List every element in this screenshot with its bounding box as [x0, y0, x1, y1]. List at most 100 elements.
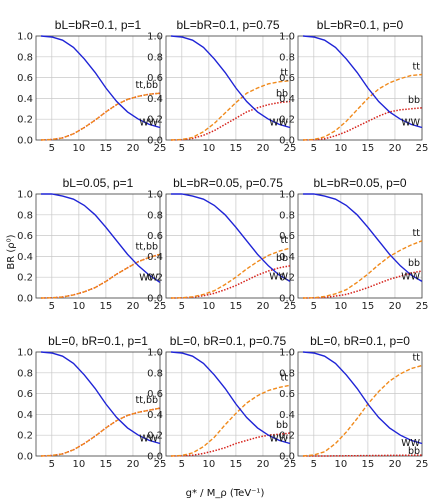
x-tick-label: 25	[154, 143, 167, 154]
panel-title: bL=bR=0.1, p=0	[317, 18, 404, 32]
series-line-bb	[170, 432, 291, 457]
x-tick-label: 20	[389, 301, 402, 312]
series-label-tt: tt	[281, 372, 289, 383]
y-tick-label: 0.4	[279, 252, 295, 263]
plot-frame	[35, 35, 161, 141]
series-label-WW: WW	[139, 434, 158, 445]
x-tick-label: 5	[49, 301, 55, 312]
panel-title: bL=bR=0.1, p=1	[55, 18, 142, 32]
panel-title: bL=bR=0.05, p=0	[313, 176, 406, 190]
series-line-tt	[170, 80, 291, 141]
series-label-WW: WW	[269, 434, 288, 445]
y-tick-label: 0.0	[147, 136, 163, 147]
series-line-WW	[170, 351, 291, 445]
series-line-WW	[41, 193, 161, 283]
y-tick-label: 0.2	[279, 431, 295, 442]
x-tick-label: 15	[230, 301, 243, 312]
series-line-WW	[303, 193, 423, 283]
x-tick-label: 20	[127, 301, 140, 312]
x-tick-label: 20	[127, 143, 140, 154]
x-tick-label: 20	[389, 459, 402, 470]
y-tick-label: 0.4	[17, 410, 33, 421]
y-tick-label: 0.0	[17, 294, 33, 305]
series-label-tt: tt,bb	[135, 241, 158, 252]
series-label-WW: WW	[269, 271, 288, 282]
series-line-tt	[170, 384, 291, 457]
y-axis-label: BR (ρ⁰)	[6, 234, 17, 269]
x-tick-label: 5	[179, 459, 185, 470]
y-tick-label: 0.2	[279, 115, 295, 126]
panel-3-3: bL=0, bR=0.1, p=05 10 15 20 250.00.20.40.60.…	[279, 334, 428, 470]
series-label-tt: tt	[413, 353, 421, 364]
series-line-tt	[40, 407, 161, 457]
x-tick-label: 25	[154, 301, 167, 312]
series-label-WW: WW	[269, 118, 288, 129]
y-tick-label: 0.8	[17, 52, 33, 63]
panel-grid: bL=bR=0.1, p=15 10 15 20 250.00.20.40.60.81.…	[17, 18, 428, 470]
x-tick-label: 20	[257, 143, 270, 154]
series-label-tt: tt	[281, 235, 289, 246]
y-tick-label: 0.0	[279, 294, 295, 305]
series-line-WW	[40, 351, 161, 445]
y-tick-label: 0.0	[147, 452, 163, 463]
x-tick-label: 20	[257, 301, 270, 312]
series-line-WW	[302, 351, 423, 445]
y-tick-label: 0.8	[147, 52, 163, 63]
x-tick-label: 20	[127, 459, 140, 470]
x-tick-label: 25	[284, 143, 297, 154]
y-tick-label: 1.0	[147, 32, 163, 43]
x-tick-label: 25	[154, 459, 167, 470]
y-tick-label: 0.4	[279, 410, 295, 421]
y-tick-label: 0.2	[17, 273, 33, 284]
plot-frame	[297, 351, 423, 457]
x-tick-label: 10	[334, 143, 347, 154]
x-tick-label: 25	[284, 459, 297, 470]
plot-frame	[35, 193, 161, 299]
series-label-bb: bb	[408, 258, 420, 269]
panel-title: bL=0, bR=0.1, p=0.75	[170, 334, 287, 348]
y-tick-label: 0.8	[279, 368, 295, 379]
x-tick-label: 15	[100, 459, 113, 470]
y-tick-label: 0.4	[17, 94, 33, 105]
series-label-bb: bb	[408, 95, 420, 106]
x-tick-label: 15	[230, 459, 243, 470]
series-line-WW	[40, 35, 161, 129]
y-tick-label: 0.2	[279, 273, 295, 284]
series-label-tt: tt,bb	[135, 395, 158, 406]
plot-frame	[297, 193, 423, 299]
y-tick-label: 0.0	[147, 294, 163, 305]
x-tick-label: 15	[100, 301, 113, 312]
series-label-bb: bb	[408, 446, 420, 457]
panel-title: bL=0, bR=0.1, p=1	[48, 334, 148, 348]
series-line-bb	[302, 270, 423, 299]
y-tick-label: 0.6	[279, 231, 295, 242]
series-label-bb: bb	[276, 89, 288, 100]
y-tick-label: 0.0	[17, 452, 33, 463]
y-tick-label: 1.0	[147, 190, 163, 201]
x-tick-label: 5	[311, 459, 317, 470]
x-tick-label: 5	[179, 301, 185, 312]
x-tick-label: 10	[202, 459, 215, 470]
x-tick-label: 10	[202, 301, 215, 312]
y-tick-label: 1.0	[17, 32, 33, 43]
y-tick-label: 0.4	[147, 410, 163, 421]
x-tick-label: 10	[72, 459, 85, 470]
y-tick-label: 0.6	[147, 73, 163, 84]
series-line-bb	[170, 100, 291, 141]
y-tick-label: 0.8	[279, 210, 295, 221]
panel-1-1: bL=bR=0.1, p=15 10 15 20 250.00.20.40.60.81.…	[17, 18, 166, 154]
series-line-WW	[302, 35, 423, 129]
x-tick-label: 10	[202, 143, 215, 154]
y-tick-label: 0.0	[279, 452, 295, 463]
series-line-tt	[170, 247, 291, 299]
y-tick-label: 0.6	[17, 73, 33, 84]
series-label-tt: tt	[281, 68, 289, 79]
y-tick-label: 0.8	[279, 52, 295, 63]
y-tick-label: 1.0	[279, 348, 295, 359]
y-tick-label: 0.4	[147, 252, 163, 263]
series-label-WW: WW	[139, 118, 158, 129]
series-line-tt	[302, 364, 423, 457]
series-label-tt: tt	[413, 228, 421, 239]
y-tick-label: 0.4	[147, 94, 163, 105]
